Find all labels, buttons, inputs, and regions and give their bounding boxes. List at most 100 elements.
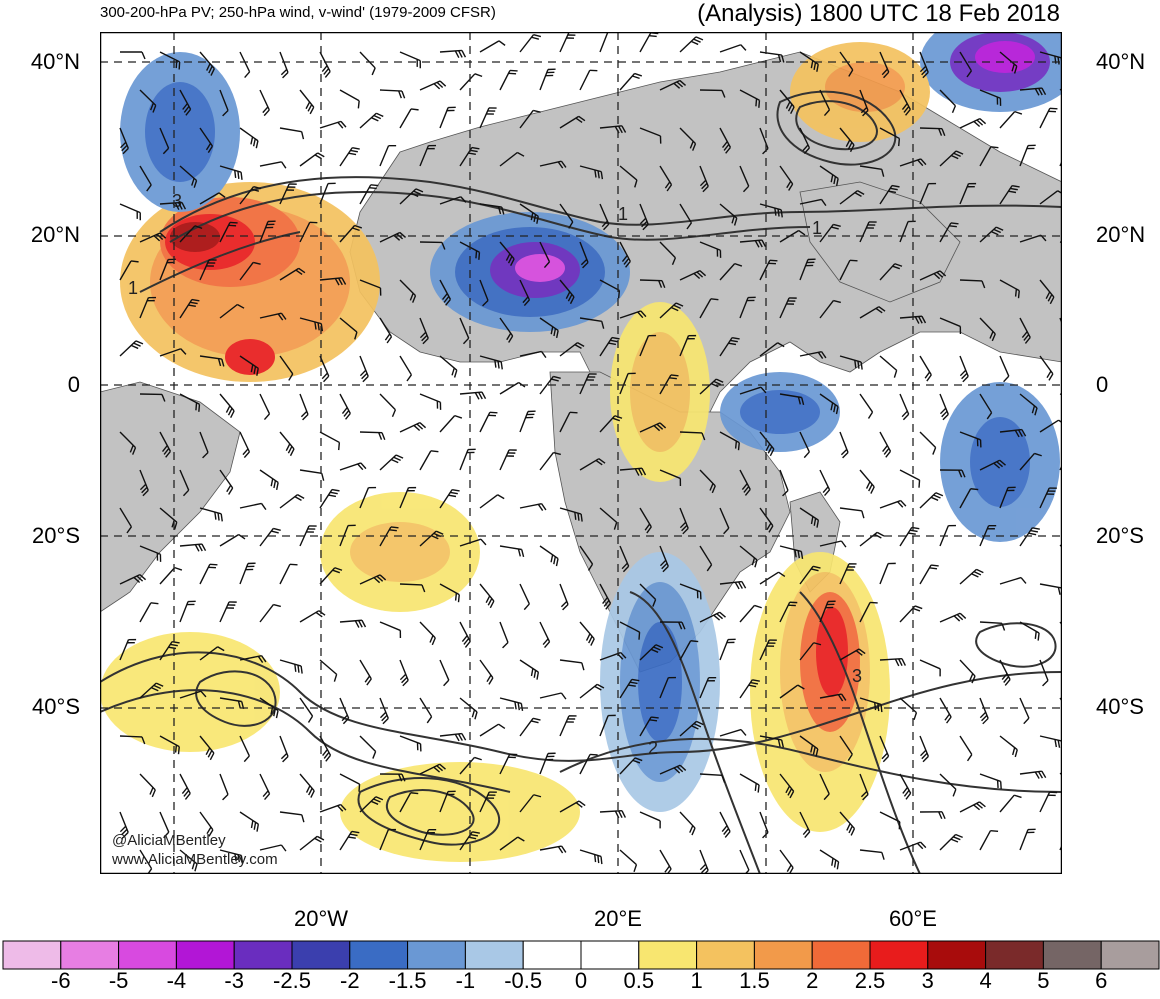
- wind-barb: [839, 355, 862, 363]
- wind-barb: [679, 720, 697, 737]
- wind-barb-flag: [715, 378, 724, 383]
- wind-barb-flag: [162, 147, 170, 155]
- wind-barb-flag: [243, 755, 250, 763]
- colorbar-label: -2.5: [273, 968, 311, 993]
- wind-barb: [359, 431, 383, 434]
- wind-barb: [379, 317, 393, 338]
- wind-barb-flag: [163, 831, 170, 839]
- graticule: [100, 32, 1062, 874]
- wind-barb-flag: [156, 233, 164, 241]
- wind-barb-flag: [952, 788, 957, 797]
- wind-barb-flag: [509, 69, 518, 72]
- wind-barb-flag: [693, 722, 702, 728]
- wind-barb-flag: [533, 214, 537, 223]
- wind-barb-flag: [580, 513, 583, 522]
- wind-barb: [319, 489, 333, 509]
- wind-barb-flag: [950, 838, 959, 843]
- wind-barb-flag: [214, 511, 217, 520]
- wind-barb-flag: [690, 40, 699, 46]
- wind-barb-flag: [706, 564, 713, 572]
- wind-barb-flag: [305, 785, 311, 793]
- wind-barb: [639, 811, 661, 822]
- wind-barb-flag: [553, 328, 557, 337]
- wind-barb-flag: [590, 753, 598, 756]
- wind-barb-flag: [638, 468, 643, 476]
- wind-barb-flag: [800, 551, 804, 560]
- wind-barb: [759, 639, 770, 661]
- wind-barb-flag: [373, 577, 381, 584]
- wind-barb-flag: [810, 744, 814, 753]
- wind-barb: [559, 583, 569, 605]
- wind-barb-flag: [600, 856, 603, 865]
- wind-barb-flag: [165, 450, 171, 458]
- wind-barb-flag: [649, 719, 658, 722]
- wind-barb-flag: [202, 451, 209, 459]
- wind-barb-flag: [754, 240, 760, 248]
- wind-barb-flag: [398, 773, 403, 782]
- wind-barb-flag: [222, 793, 229, 801]
- wind-barb-flag: [445, 298, 451, 306]
- wind-barb: [459, 697, 478, 713]
- wind-barb: [699, 677, 710, 699]
- wind-barb-flag: [1017, 429, 1023, 437]
- wind-barb-flag: [991, 333, 996, 342]
- wind-barb-flag: [812, 746, 816, 755]
- wind-barb: [239, 127, 259, 142]
- wind-barb-flag: [562, 603, 569, 611]
- wind-barb-flag: [578, 800, 586, 807]
- wind-barb-flag: [900, 500, 907, 507]
- wind-barb-flag: [234, 853, 237, 862]
- lon-label: 20°W: [293, 906, 349, 931]
- wind-barb-flag: [543, 261, 550, 269]
- wind-barb-flag: [710, 298, 719, 301]
- wind-barb-flag: [208, 829, 214, 837]
- wind-barb-flag: [533, 794, 542, 798]
- wind-barb: [519, 203, 539, 217]
- wind-barb: [799, 642, 815, 661]
- wind-barb-flag: [914, 605, 923, 610]
- wind-barb: [399, 51, 421, 62]
- wind-barb: [519, 350, 542, 357]
- wind-barb: [639, 422, 661, 433]
- wind-barb-flag: [951, 105, 957, 114]
- wind-barb-flag: [458, 50, 463, 58]
- wind-barb-flag: [1034, 452, 1042, 457]
- wind-barb: [279, 811, 302, 816]
- wind-barb-flag: [605, 602, 612, 610]
- wind-barb-flag: [252, 138, 256, 147]
- wind-barb-flag: [797, 550, 801, 559]
- wind-barb-flag: [804, 831, 811, 838]
- lat-label-right: 40°N: [1096, 49, 1146, 74]
- wind-barb-flag: [464, 641, 471, 648]
- wind-barb: [539, 845, 562, 851]
- wind-barb-flag: [243, 451, 250, 459]
- wind-barb-flag: [721, 90, 726, 98]
- wind-barb: [379, 454, 397, 471]
- colorbar-label: -3: [224, 968, 244, 993]
- wind-barb: [919, 51, 929, 73]
- wind-barb: [159, 201, 182, 205]
- wind-barb-flag: [153, 684, 162, 690]
- wind-barb: [239, 186, 255, 205]
- wind-barb: [999, 111, 1016, 129]
- wind-barb: [899, 527, 913, 547]
- wind-barb: [299, 393, 309, 415]
- wind-barb-flag: [489, 600, 495, 609]
- wind-barb-flag: [993, 462, 1001, 469]
- wind-barb: [919, 564, 932, 585]
- wind-barb: [319, 567, 336, 585]
- wind-barb: [679, 640, 692, 661]
- wind-barb-flag: [168, 646, 177, 650]
- wind-barb: [219, 849, 242, 857]
- wind-barb: [359, 574, 381, 585]
- wind-barb-flag: [155, 682, 164, 687]
- wind-barb: [119, 574, 141, 585]
- wind-barb-flag: [560, 600, 568, 608]
- wind-barb-flag: [743, 486, 750, 493]
- wind-barb-flag: [429, 635, 434, 643]
- wind-barb-flag: [188, 304, 196, 308]
- wind-barb: [119, 340, 137, 357]
- wind-barb-flag: [453, 369, 458, 378]
- wind-barb-flag: [270, 478, 274, 487]
- wind-barb: [539, 621, 551, 643]
